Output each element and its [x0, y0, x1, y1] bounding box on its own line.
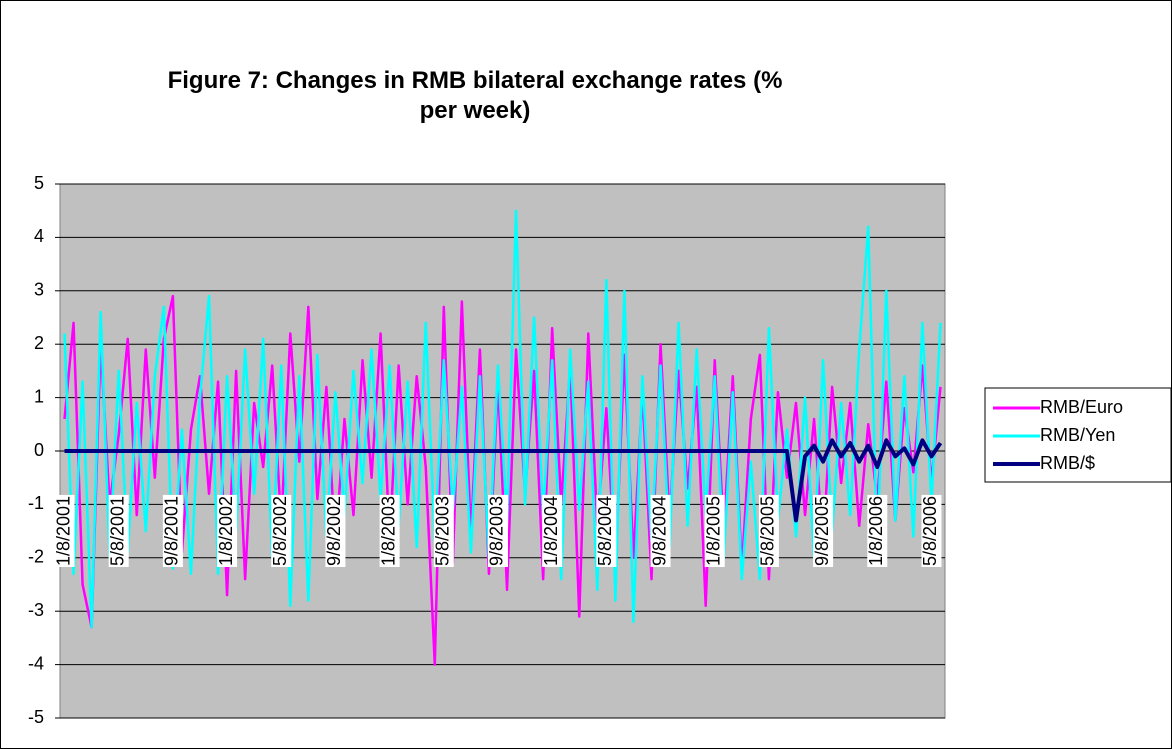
legend-label: RMB/$	[1040, 453, 1095, 473]
x-tick-label: 5/8/2005	[758, 496, 778, 566]
x-tick-label-bg	[217, 494, 238, 567]
y-tick-label: 4	[34, 226, 44, 246]
y-tick-label: 2	[34, 333, 44, 353]
legend-label: RMB/Yen	[1040, 425, 1115, 445]
legend-label: RMB/Euro	[1040, 397, 1123, 417]
x-tick-label: 9/8/2002	[324, 496, 344, 566]
x-tick-label-bg	[271, 494, 292, 567]
x-tick-label-bg	[379, 494, 400, 567]
x-tick-label-bg	[596, 494, 617, 567]
x-tick-label: 5/8/2004	[595, 496, 615, 566]
y-tick-label: 1	[34, 386, 44, 406]
x-tick-label: 5/8/2003	[433, 496, 453, 566]
x-tick-label: 9/8/2005	[812, 496, 832, 566]
series-line	[63, 294, 942, 666]
x-tick-label-bg	[813, 494, 834, 567]
x-tick-label: 5/8/2001	[107, 496, 127, 566]
x-tick-label-bg	[650, 494, 671, 567]
x-tick-label: 1/8/2005	[703, 496, 723, 566]
x-tick-label: 1/8/2002	[216, 496, 236, 566]
y-tick-label: 0	[34, 440, 44, 460]
x-tick-label-bg	[921, 494, 942, 567]
x-tick-label-bg	[433, 494, 454, 567]
series-line	[64, 438, 943, 523]
x-tick-label: 1/8/2004	[541, 496, 561, 566]
x-tick-label-bg	[162, 494, 183, 567]
x-tick-label-bg	[758, 494, 779, 567]
x-tick-label: 5/8/2002	[270, 496, 290, 566]
x-tick-label: 1/8/2003	[378, 496, 398, 566]
chart-title: Figure 7: Changes in RMB bilateral excha…	[167, 67, 783, 124]
x-tick-label: 9/8/2001	[162, 496, 182, 566]
y-tick-label: -2	[28, 547, 44, 567]
x-tick-label-bg	[542, 494, 563, 567]
x-tick-label: 1/8/2001	[53, 496, 73, 566]
x-tick-label: 9/8/2004	[649, 496, 669, 566]
x-tick-label: 5/8/2006	[920, 496, 940, 566]
x-tick-label: 9/8/2003	[487, 496, 507, 566]
y-tick-label: 3	[34, 280, 44, 300]
x-tick-label-bg	[325, 494, 346, 567]
x-tick-label: 1/8/2006	[866, 496, 886, 566]
x-tick-label-bg	[867, 494, 888, 567]
y-tick-label: -3	[28, 600, 44, 620]
x-tick-label-bg	[704, 494, 725, 567]
y-tick-label: -1	[28, 493, 44, 513]
y-tick-label: -4	[28, 653, 44, 673]
y-tick-label: 5	[34, 173, 44, 193]
y-tick-label: -5	[28, 707, 44, 727]
x-tick-label-bg	[108, 494, 129, 567]
x-tick-label-bg	[487, 494, 508, 567]
x-tick-label-bg	[54, 494, 75, 567]
